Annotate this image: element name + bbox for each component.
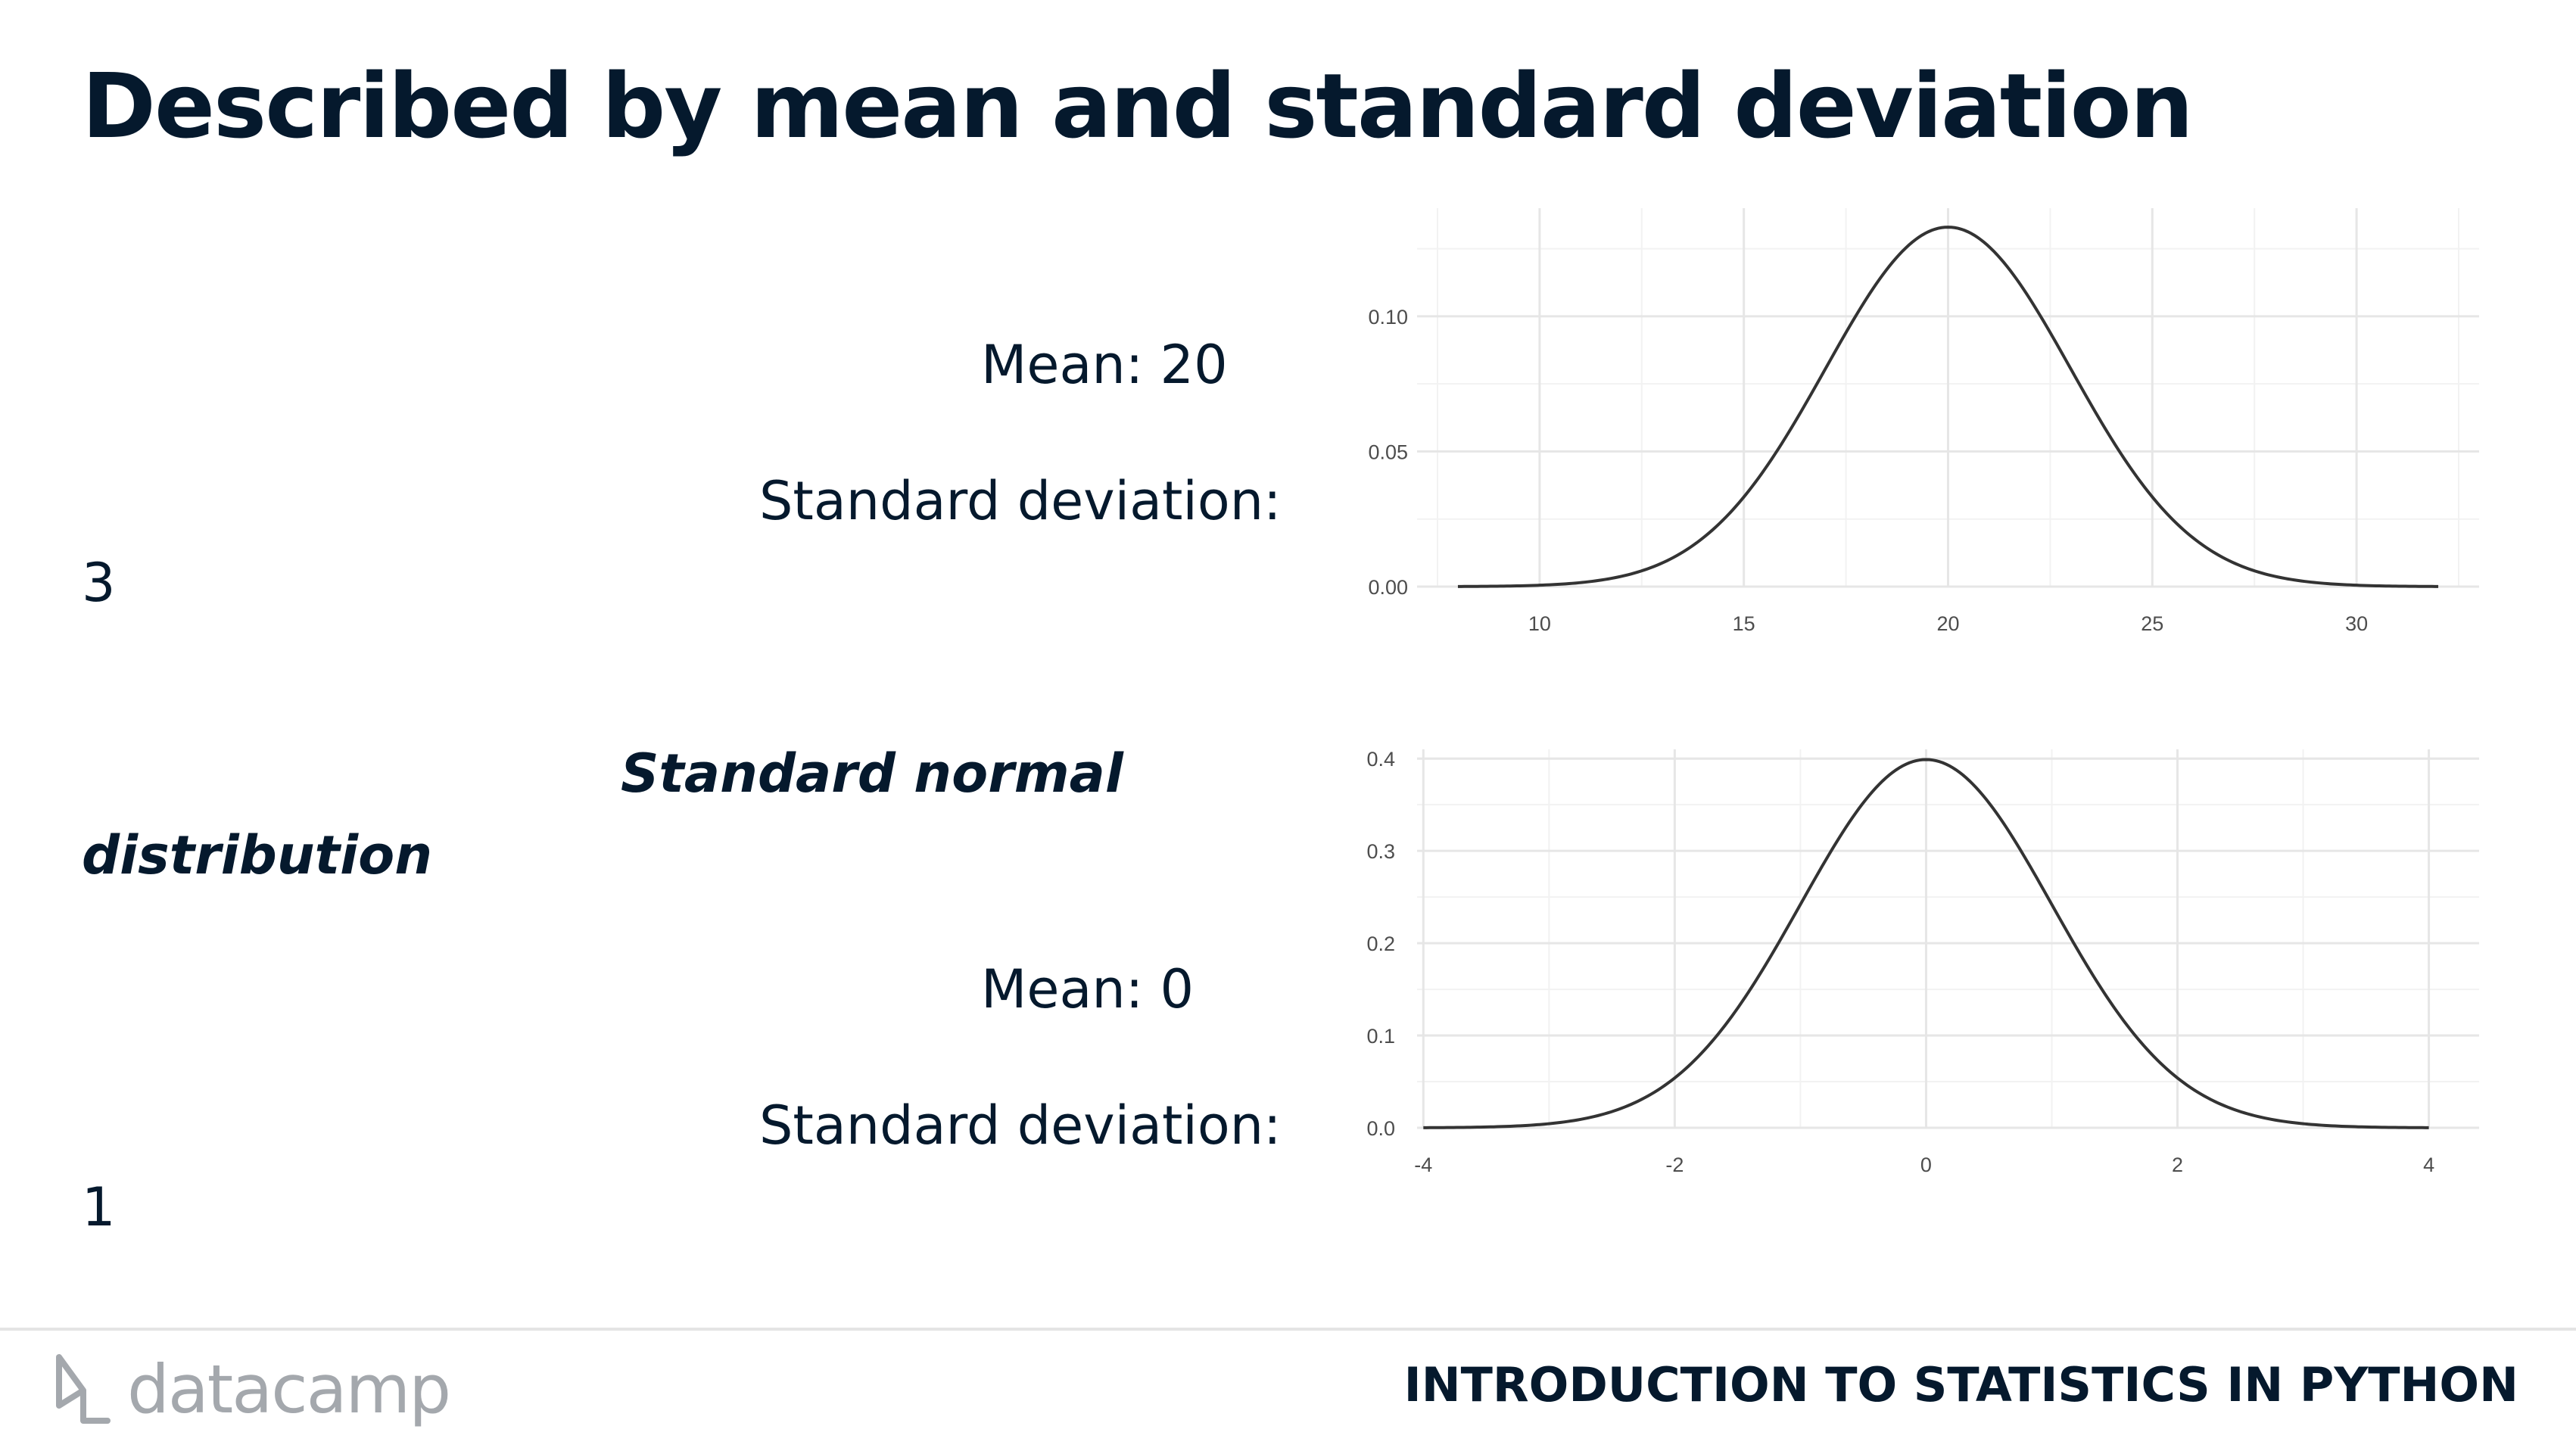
sd-value-2: 1 xyxy=(82,1176,116,1238)
mean-0-label: Mean: 0 xyxy=(981,958,1195,1020)
datacamp-logo-icon xyxy=(56,1354,111,1424)
x-tick-label: 4 xyxy=(2423,1154,2434,1176)
y-tick-label: 0.1 xyxy=(1366,1025,1395,1048)
y-tick-label: 0.05 xyxy=(1368,441,1408,463)
x-tick-label: -2 xyxy=(1665,1154,1684,1176)
y-tick-label: 0.10 xyxy=(1368,306,1408,328)
x-tick-label: 2 xyxy=(2172,1154,2183,1176)
density-curve xyxy=(1457,226,2439,588)
density-curve xyxy=(1423,758,2429,1129)
y-tick-label: 0.00 xyxy=(1368,576,1408,599)
sd-label-2: Standard deviation: xyxy=(759,1094,1282,1157)
distribution-label: distribution xyxy=(82,824,433,886)
standard-normal-label: Standard normal xyxy=(621,743,1123,805)
mean-20-label: Mean: 20 xyxy=(981,334,1228,396)
datacamp-logo-text: datacamp xyxy=(127,1350,451,1428)
y-tick-label: 0.0 xyxy=(1366,1117,1395,1140)
footer-divider xyxy=(0,1328,2576,1331)
y-tick-label: 0.4 xyxy=(1366,748,1395,771)
chart-1-group: -4 -2 0 2 4 0.0 0.1 0.2 0.3 0.4 xyxy=(1366,748,2479,1176)
x-tick-label: 30 xyxy=(2345,612,2368,635)
course-title: INTRODUCTION TO STATISTICS IN PYTHON xyxy=(1403,1357,2518,1412)
datacamp-logo: datacamp xyxy=(53,1347,451,1431)
x-tick-label: 0 xyxy=(1920,1154,1932,1176)
slide-title: Described by mean and standard deviation xyxy=(82,54,2194,158)
x-tick-label: 20 xyxy=(1936,612,1959,635)
chart-0-group: 10 15 20 25 30 0.00 0.05 0.10 xyxy=(1368,208,2479,635)
y-tick-label: 0.2 xyxy=(1366,933,1395,955)
x-tick-label: -4 xyxy=(1414,1154,1432,1176)
sd-value-1: 3 xyxy=(82,552,116,614)
x-tick-label: 15 xyxy=(1733,612,1755,635)
x-tick-label: 25 xyxy=(2141,612,2163,635)
sd-label-1: Standard deviation: xyxy=(759,470,1282,532)
y-tick-label: 0.3 xyxy=(1366,840,1395,863)
x-tick-label: 10 xyxy=(1528,612,1551,635)
